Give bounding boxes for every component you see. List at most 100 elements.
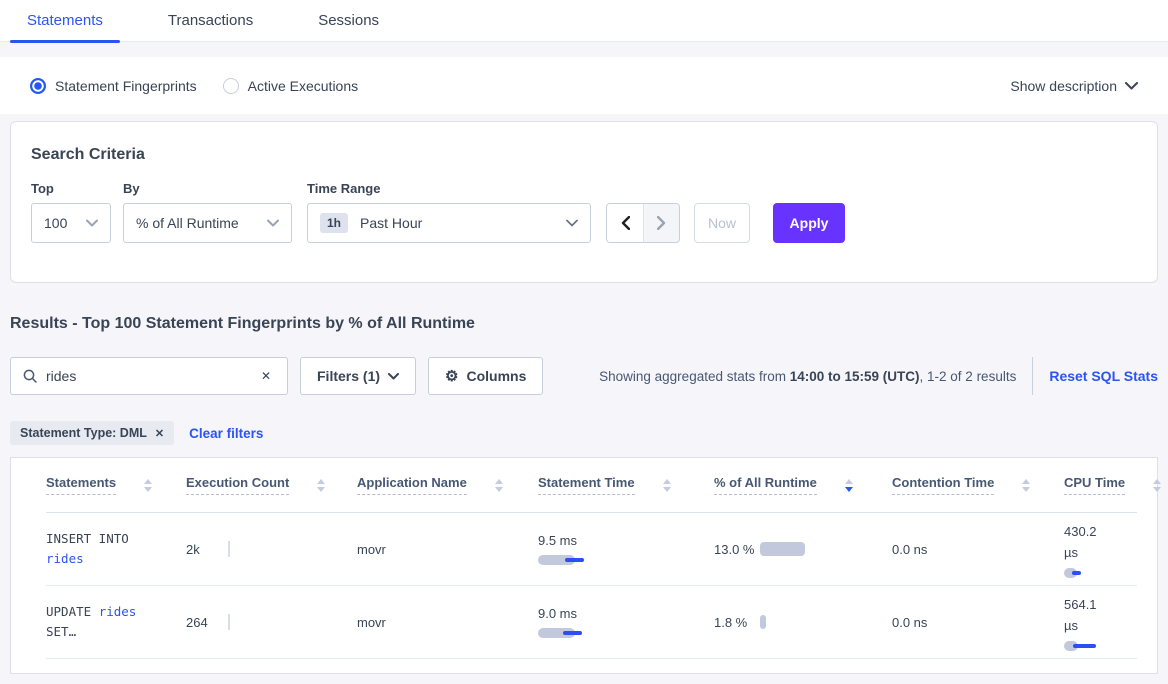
- columns-button[interactable]: ⚙ Columns: [428, 357, 544, 395]
- show-description-label: Show description: [1010, 77, 1117, 94]
- chevron-down-icon: [566, 219, 578, 227]
- filters-button[interactable]: Filters (1): [300, 357, 417, 395]
- chevron-down-icon: [267, 219, 279, 227]
- by-label: By: [123, 181, 140, 196]
- previous-time-range-button[interactable]: [607, 204, 643, 242]
- search-criteria-card: Search Criteria Top 100 By % of All Runt…: [10, 121, 1158, 283]
- radio-unselected-icon[interactable]: [222, 77, 239, 94]
- application-name-value: movr: [357, 614, 386, 630]
- vertical-divider: [1032, 357, 1034, 395]
- tab-sessions[interactable]: Sessions: [318, 12, 380, 29]
- sort-carets-icon[interactable]: [662, 478, 671, 492]
- radio-active-executions[interactable]: Active Executions: [222, 77, 359, 94]
- column-label[interactable]: Application Name: [357, 475, 467, 495]
- top-select[interactable]: 100: [31, 203, 111, 243]
- clear-filters-link[interactable]: Clear filters: [189, 425, 264, 441]
- top-select-value: 100: [44, 215, 68, 231]
- column-label[interactable]: Execution Count: [186, 475, 290, 495]
- statement-time-cell: 9.5 ms: [538, 533, 714, 565]
- columns-label: Columns: [466, 368, 527, 384]
- next-time-range-button[interactable]: [643, 204, 679, 242]
- statement-text: UPDATE: [46, 604, 99, 619]
- reset-sql-stats-link[interactable]: Reset SQL Stats: [1049, 368, 1158, 384]
- by-select-value: % of All Runtime: [136, 215, 239, 231]
- filters-label: Filters (1): [317, 368, 381, 384]
- filter-pill-statement-type[interactable]: Statement Type: DML ✕: [10, 421, 175, 445]
- tab-statements[interactable]: Statements: [10, 12, 120, 43]
- search-box[interactable]: ✕: [10, 357, 288, 395]
- chevron-left-icon: [621, 216, 630, 230]
- search-criteria-form: Top 100 By % of All Runtime Time Range 1…: [31, 181, 1137, 243]
- statement-time-cell: 9.0 ms: [538, 606, 714, 638]
- application-name-value: movr: [357, 541, 386, 557]
- contention-time-cell: 0.0 ns: [892, 542, 1064, 557]
- statement-time-bar: [538, 555, 598, 565]
- clear-search-icon[interactable]: ✕: [260, 369, 271, 383]
- sort-carets-icon-active-desc[interactable]: [844, 478, 853, 492]
- column-header-cpu-time[interactable]: CPU Time: [1064, 475, 1162, 495]
- chevron-down-icon: [388, 372, 400, 379]
- active-filters-row: Statement Type: DML ✕ Clear filters: [10, 421, 1158, 445]
- statement-text: SET…: [46, 624, 77, 639]
- table-row: UPDATE rides SET… 264 movr 9.0 ms 1.8 % …: [46, 586, 1137, 659]
- apply-button[interactable]: Apply: [773, 203, 845, 243]
- statement-time-value: 9.5 ms: [538, 533, 578, 548]
- filter-pill-label: Statement Type: DML: [20, 426, 147, 440]
- column-label[interactable]: % of All Runtime: [714, 475, 817, 495]
- statement-fingerprint-cell: INSERT INTO rides: [46, 529, 186, 569]
- now-button[interactable]: Now: [694, 203, 750, 243]
- cpu-time-cell: 430.2 µs: [1064, 521, 1137, 578]
- sort-carets-icon[interactable]: [144, 478, 153, 492]
- column-header-statements[interactable]: Statements: [46, 475, 186, 495]
- gear-icon: ⚙: [445, 367, 459, 385]
- column-label[interactable]: Statements: [46, 475, 117, 495]
- time-range-label: Time Range: [307, 181, 381, 196]
- radio-label: Active Executions: [247, 77, 359, 94]
- application-name-cell: movr: [357, 615, 538, 630]
- radio-label: Statement Fingerprints: [55, 77, 197, 94]
- remove-filter-icon[interactable]: ✕: [154, 427, 165, 440]
- execution-count-cell: 264: [186, 614, 357, 630]
- pct-all-runtime-bar: [760, 542, 805, 556]
- sort-carets-icon[interactable]: [317, 478, 326, 492]
- tab-transactions[interactable]: Transactions: [167, 12, 254, 29]
- column-label[interactable]: CPU Time: [1064, 475, 1126, 495]
- column-header-application-name[interactable]: Application Name: [357, 475, 538, 495]
- top-label: Top: [31, 181, 54, 196]
- contention-time-value: 0.0 ns: [892, 541, 928, 557]
- cpu-time-cell: 564.1 µs: [1064, 594, 1137, 651]
- show-description-toggle[interactable]: Show description: [1010, 78, 1138, 94]
- chevron-right-icon: [657, 216, 666, 230]
- sort-carets-icon[interactable]: [494, 478, 503, 492]
- sort-carets-icon[interactable]: [1022, 478, 1031, 492]
- stats-prefix: Showing aggregated stats from: [599, 368, 790, 384]
- execution-count-value: 2k: [186, 541, 200, 557]
- column-header-pct-all-runtime[interactable]: % of All Runtime: [714, 475, 892, 495]
- results-controls-row: ✕ Filters (1) ⚙ Columns Showing aggregat…: [10, 357, 1158, 395]
- column-label[interactable]: Statement Time: [538, 475, 635, 495]
- radio-statement-fingerprints[interactable]: Statement Fingerprints: [30, 77, 197, 94]
- execution-count-bar: [228, 541, 230, 557]
- pct-all-runtime-value: 13.0 %: [714, 541, 755, 557]
- column-header-statement-time[interactable]: Statement Time: [538, 475, 714, 495]
- top-tab-bar: Statements Transactions Sessions: [0, 0, 1168, 43]
- statement-link[interactable]: rides: [46, 551, 84, 566]
- table-row: INSERT INTO rides 2k movr 9.5 ms 13.0 % …: [46, 513, 1137, 586]
- radio-selected-icon[interactable]: [30, 77, 46, 94]
- chevron-down-icon: [1125, 81, 1138, 89]
- by-field: By % of All Runtime: [123, 181, 307, 243]
- aggregated-stats-note: Showing aggregated stats from 14:00 to 1…: [599, 369, 1016, 384]
- column-label[interactable]: Contention Time: [892, 475, 995, 495]
- cpu-time-value: 564.1 µs: [1064, 596, 1097, 633]
- time-range-select[interactable]: 1h Past Hour: [307, 203, 591, 243]
- statements-table: Statements Execution Count Application N…: [10, 457, 1162, 674]
- pct-all-runtime-cell: 13.0 %: [714, 539, 892, 560]
- cpu-time-value: 430.2 µs: [1064, 523, 1097, 560]
- search-input[interactable]: [46, 368, 257, 384]
- sort-carets-icon[interactable]: [1153, 478, 1162, 492]
- column-header-contention-time[interactable]: Contention Time: [892, 475, 1064, 495]
- stats-suffix: , 1-2 of 2 results: [919, 368, 1017, 384]
- column-header-execution-count[interactable]: Execution Count: [186, 475, 357, 495]
- statement-link[interactable]: rides: [98, 604, 137, 619]
- by-select[interactable]: % of All Runtime: [123, 203, 292, 243]
